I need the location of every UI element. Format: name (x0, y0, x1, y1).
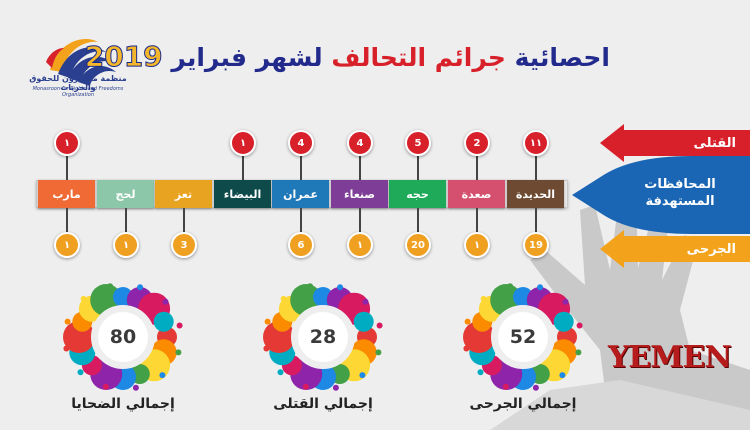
injured-stem (476, 208, 478, 234)
injured-count-pin: ١ (113, 232, 139, 258)
killed-stem (242, 156, 244, 180)
injured-stem (125, 208, 127, 234)
total-splash: 52 (458, 278, 588, 398)
injured-count-pin: 3 (171, 232, 197, 258)
total-value: 28 (298, 312, 348, 362)
total-splash: 28 (258, 278, 388, 398)
killed-stem (417, 156, 419, 180)
killed-label: القتلى (693, 135, 736, 151)
injured-count-pin: ١ (464, 232, 490, 258)
governorate-segment: مارب (38, 180, 95, 208)
logo-english-name: Monasroon for Rights and Freedoms Organi… (32, 86, 124, 98)
injured-count-pin: 19 (523, 232, 549, 258)
governorate-segment: تعز (155, 180, 212, 208)
governorate-segment: لحج (97, 180, 154, 208)
killed-count-pin: 2 (464, 130, 490, 156)
killed-count-pin: ١١ (523, 130, 549, 156)
killed-stem (66, 156, 68, 180)
governorate-segment: حجه (389, 180, 446, 208)
injured-count-pin: 6 (288, 232, 314, 258)
killed-stem (535, 156, 537, 180)
killed-count-pin: ١ (230, 130, 256, 156)
governorate-segment: الحديدة (507, 180, 564, 208)
governorate-segment: عمران (272, 180, 329, 208)
killed-stem (476, 156, 478, 180)
total-caption: إجمالي الضحايا (71, 396, 175, 412)
injured-stem (300, 208, 302, 234)
total-value: 80 (98, 312, 148, 362)
killed-stem (359, 156, 361, 180)
injured-stem (66, 208, 68, 234)
killed-count-pin: 5 (405, 130, 431, 156)
injured-label: الجرحى (686, 241, 736, 257)
injured-count-pin: 20 (405, 232, 431, 258)
injured-stem (535, 208, 537, 234)
targeted-governorates-label: المحافظات المستهدفة (644, 177, 716, 209)
total-value: 52 (498, 312, 548, 362)
page-title: احصائية جرائم التحالف لشهر فبراير 2019 (84, 40, 610, 74)
governorate-segment: البيضاء (214, 180, 271, 208)
governorate-segment: صعدة (448, 180, 505, 208)
organization-logo-icon (46, 39, 116, 86)
injured-stem (183, 208, 185, 234)
total-caption: إجمالي الجرحى (469, 396, 577, 412)
killed-count-pin: 4 (347, 130, 373, 156)
injured-arrow-icon (600, 230, 750, 268)
killed-count-pin: 4 (288, 130, 314, 156)
governorate-segment: صنعاء (331, 180, 388, 208)
yemen-watermark: YEMEN (608, 340, 732, 375)
injured-count-pin: ١ (347, 232, 373, 258)
killed-count-pin: ١ (54, 130, 80, 156)
total-splash: 80 (58, 278, 188, 398)
injured-count-pin: ١ (54, 232, 80, 258)
injured-stem (417, 208, 419, 234)
injured-stem (359, 208, 361, 234)
title-year: 2019 (84, 40, 163, 74)
logo-arabic-name: منظمة مناصرون للحقوق والحريات (29, 74, 127, 92)
killed-stem (300, 156, 302, 180)
total-caption: إجمالي القتلى (273, 396, 373, 412)
targeted-governorates-pointer-icon (572, 156, 750, 234)
killed-arrow-icon (600, 124, 750, 162)
